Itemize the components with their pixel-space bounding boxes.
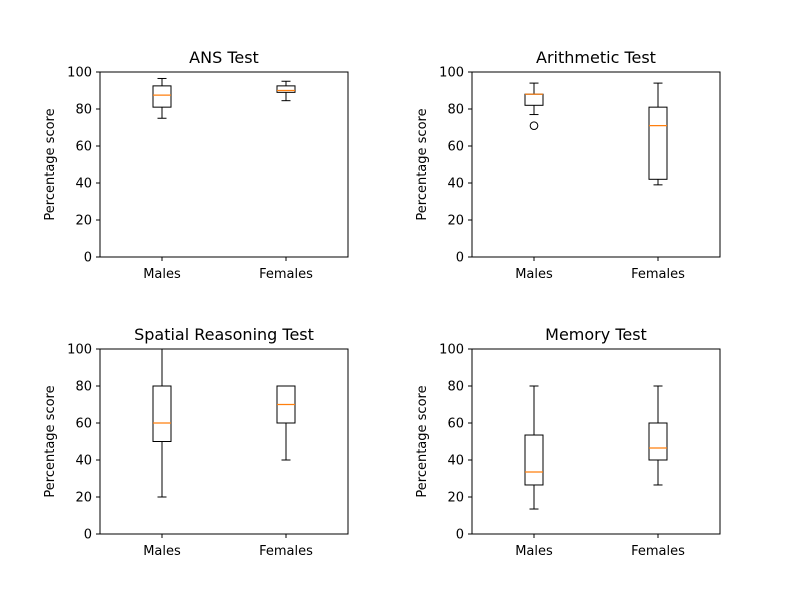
panel-arithmetic-test: Arithmetic Test Percentage score 0 20 40 60… (415, 48, 721, 282)
axes-frame (471, 71, 721, 258)
y-tick-label: 80 (447, 380, 464, 395)
y-tick-label: 40 (75, 177, 92, 192)
y-tick-label: 60 (75, 417, 92, 432)
axes-frame (99, 71, 349, 258)
y-tick-label: 20 (75, 214, 92, 229)
x-tick-label: Males (515, 544, 553, 559)
box-males (152, 77, 172, 119)
panel-title: Memory Test (545, 325, 647, 344)
box-males (524, 385, 544, 510)
y-axis-label: Percentage score (415, 385, 430, 497)
y-tick-label: 100 (439, 343, 464, 358)
panel-spatial-reasoning-test: Spatial Reasoning Test Percentage score … (43, 325, 349, 559)
y-tick-label: 60 (75, 140, 92, 155)
x-tick-label: Females (259, 544, 313, 559)
y-tick-label: 20 (447, 214, 464, 229)
y-tick-label: 80 (447, 103, 464, 118)
x-tick-label: Females (259, 267, 313, 282)
outlier-point (529, 121, 539, 130)
panel-title: ANS Test (189, 48, 259, 67)
y-tick-label: 80 (75, 380, 92, 395)
y-tick-label: 0 (456, 528, 464, 543)
y-tick-label: 0 (456, 251, 464, 266)
y-tick-label: 40 (447, 454, 464, 469)
y-axis-label: Percentage score (43, 108, 58, 220)
y-tick-label: 20 (447, 491, 464, 506)
box-males (152, 348, 172, 498)
y-tick-label: 100 (67, 343, 92, 358)
x-tick-label: Males (143, 267, 181, 282)
y-tick-label: 0 (84, 528, 92, 543)
iqr-box (276, 85, 296, 93)
y-tick-label: 60 (447, 140, 464, 155)
x-tick-label: Males (143, 544, 181, 559)
x-tick-label: Males (515, 267, 553, 282)
box-females (276, 80, 296, 102)
panel-title: Spatial Reasoning Test (134, 325, 314, 344)
iqr-box (524, 434, 544, 486)
axes-frame (99, 348, 349, 535)
panel-title: Arithmetic Test (536, 48, 656, 67)
y-tick-label: 100 (67, 66, 92, 81)
box-females (648, 82, 668, 186)
y-tick-label: 100 (439, 66, 464, 81)
y-axis-label: Percentage score (415, 108, 430, 220)
y-tick-label: 0 (84, 251, 92, 266)
panel-memory-test: Memory Test Percentage score 0 20 40 60 80 10… (415, 325, 721, 559)
x-tick-label: Females (631, 544, 685, 559)
box-females (648, 385, 668, 486)
y-tick-label: 60 (447, 417, 464, 432)
y-axis-label: Percentage score (43, 385, 58, 497)
box-males (524, 82, 544, 130)
box-females (276, 385, 296, 461)
x-tick-label: Females (631, 267, 685, 282)
y-tick-label: 40 (75, 454, 92, 469)
panel-ans-test: ANS Test Percentage score 0 20 40 60 80 100 Ma… (43, 48, 349, 282)
iqr-box (648, 106, 668, 180)
y-tick-label: 40 (447, 177, 464, 192)
axes-frame (471, 348, 721, 535)
y-tick-label: 80 (75, 103, 92, 118)
iqr-box (648, 422, 668, 461)
iqr-box (152, 85, 172, 108)
y-tick-label: 20 (75, 491, 92, 506)
iqr-box (152, 385, 172, 442)
